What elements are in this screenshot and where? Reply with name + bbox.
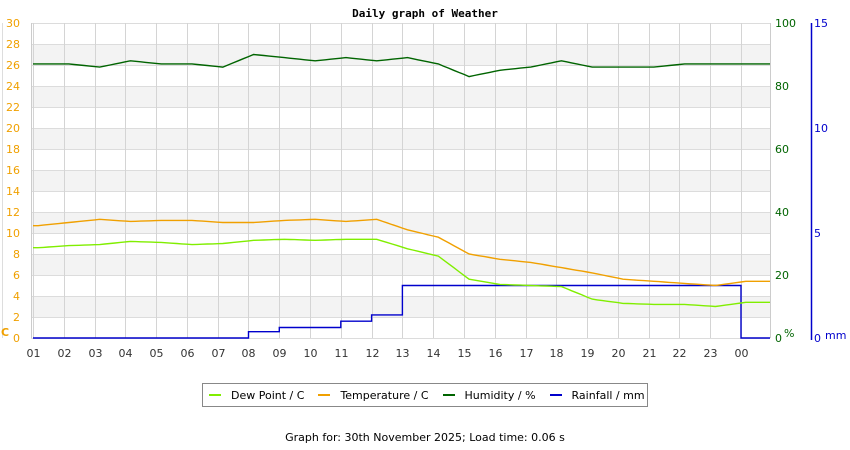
- svg-text:05: 05: [150, 347, 164, 360]
- footer-status: Graph for: 30th November 2025; Load time…: [285, 431, 565, 444]
- svg-text:18: 18: [550, 347, 564, 360]
- svg-text:04: 04: [119, 347, 133, 360]
- svg-text:00: 00: [735, 347, 749, 360]
- svg-text:01: 01: [27, 347, 41, 360]
- axes: 01 02 03 04 05 06 07 08 09 10 11 12 13 14 15 16 17 18 19 20…: [1, 17, 846, 360]
- gridlines: [2, 23, 771, 339]
- svg-text:08: 08: [242, 347, 256, 360]
- svg-text:mm: mm: [825, 329, 846, 342]
- legend-item-humidity: Humidity / %: [442, 389, 536, 402]
- svg-text:80: 80: [775, 80, 789, 93]
- svg-text:22: 22: [673, 347, 687, 360]
- legend-swatch-humidity: [442, 394, 455, 396]
- svg-text:20: 20: [6, 122, 20, 135]
- series-rainfall: [33, 284, 770, 339]
- svg-text:40: 40: [775, 206, 789, 219]
- svg-text:21: 21: [643, 347, 657, 360]
- svg-text:16: 16: [489, 347, 503, 360]
- svg-text:8: 8: [13, 248, 20, 261]
- svg-text:2: 2: [13, 311, 20, 324]
- svg-text:10: 10: [6, 227, 20, 240]
- series-humidity: [33, 53, 770, 78]
- chart-title: Daily graph of Weather: [352, 7, 498, 20]
- svg-text:11: 11: [335, 347, 349, 360]
- svg-text:C: C: [1, 326, 9, 339]
- legend-item-dew-point: Dew Point / C: [209, 389, 304, 402]
- legend-swatch-dew-point: [209, 394, 221, 396]
- svg-text:20: 20: [612, 347, 626, 360]
- svg-text:0: 0: [775, 332, 782, 345]
- svg-text:16: 16: [6, 164, 20, 177]
- svg-text:17: 17: [520, 347, 534, 360]
- svg-text:22: 22: [6, 101, 20, 114]
- series-temperature: [33, 218, 770, 287]
- svg-text:10: 10: [814, 122, 828, 135]
- svg-text:07: 07: [212, 347, 226, 360]
- svg-text:6: 6: [13, 269, 20, 282]
- svg-text:12: 12: [366, 347, 380, 360]
- svg-text:18: 18: [6, 143, 20, 156]
- svg-text:100: 100: [775, 17, 796, 30]
- svg-text:10: 10: [304, 347, 318, 360]
- legend-swatch-rainfall: [549, 394, 562, 396]
- chart-legend: Dew Point / C Temperature / C Humidity /…: [202, 383, 648, 407]
- svg-text:24: 24: [6, 80, 20, 93]
- svg-text:5: 5: [814, 227, 821, 240]
- legend-item-rainfall: Rainfall / mm: [549, 389, 645, 402]
- svg-text:12: 12: [6, 206, 20, 219]
- legend-swatch-temperature: [318, 394, 331, 396]
- svg-text:14: 14: [6, 185, 20, 198]
- svg-text:15: 15: [814, 17, 828, 30]
- svg-text:02: 02: [58, 347, 72, 360]
- svg-text:09: 09: [273, 347, 287, 360]
- svg-text:0: 0: [814, 332, 821, 345]
- svg-text:20: 20: [775, 269, 789, 282]
- svg-text:60: 60: [775, 143, 789, 156]
- svg-text:06: 06: [181, 347, 195, 360]
- svg-text:14: 14: [427, 347, 441, 360]
- svg-text:%: %: [784, 327, 794, 340]
- series-dew: [33, 238, 770, 308]
- svg-text:15: 15: [458, 347, 472, 360]
- svg-text:28: 28: [6, 38, 20, 51]
- svg-text:19: 19: [581, 347, 595, 360]
- svg-text:03: 03: [89, 347, 103, 360]
- svg-text:30: 30: [6, 17, 20, 30]
- weather-chart: Daily graph of Weather 01 02 03 04 05 06 07 08 0…: [1, 7, 846, 360]
- data-lines: [33, 53, 770, 339]
- svg-text:23: 23: [704, 347, 718, 360]
- grid-bands: [31, 44, 770, 317]
- svg-text:26: 26: [6, 59, 20, 72]
- svg-text:0: 0: [13, 332, 20, 345]
- legend-item-temperature: Temperature / C: [318, 389, 429, 402]
- svg-text:13: 13: [396, 347, 410, 360]
- svg-text:4: 4: [13, 290, 20, 303]
